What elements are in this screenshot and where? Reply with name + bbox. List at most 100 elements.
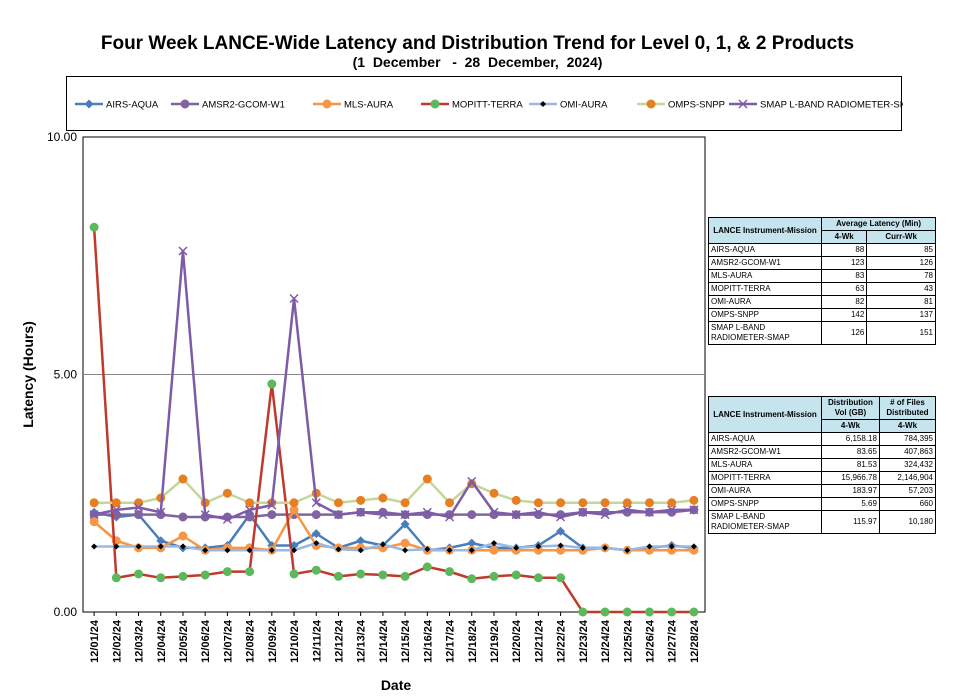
latency-cell-wk4: 142 bbox=[820, 308, 868, 322]
data-point-mopitt-terra bbox=[245, 567, 255, 577]
data-point-amsr2-gcom-w1 bbox=[178, 512, 188, 522]
latency-row: OMI-AURA 82 81 bbox=[708, 295, 936, 309]
legend-swatch-marker bbox=[540, 101, 546, 107]
latency-cell-name: MLS-AURA bbox=[708, 269, 822, 283]
data-point-airs-aqua bbox=[356, 536, 366, 546]
latency-table-body: AIRS-AQUA 88 85 AMSR2-GCOM-W1 123 126 MLS-AURA… bbox=[708, 243, 936, 345]
y-tick-label: 10.00 bbox=[47, 130, 77, 144]
data-point-airs-aqua bbox=[467, 538, 477, 548]
distribution-row: OMI-AURA 183.97 57,203 bbox=[708, 484, 937, 498]
series-omi-aura bbox=[91, 540, 697, 554]
legend-swatch-marker bbox=[84, 99, 94, 109]
x-tick-label: 12/19/24 bbox=[489, 619, 501, 663]
latency-row: MOPITT-TERRA 63 43 bbox=[708, 282, 936, 296]
legend-item-airs-aqua: AIRS-AQUA bbox=[75, 99, 159, 111]
y-axis-label: Latency (Hours) bbox=[20, 321, 36, 428]
data-point-omi-aura bbox=[335, 546, 342, 553]
x-tick-label: 12/17/24 bbox=[445, 619, 457, 663]
data-point-mopitt-terra bbox=[400, 571, 410, 581]
data-point-omi-aura bbox=[624, 547, 631, 554]
latency-sub-curr: Curr-Wk bbox=[866, 230, 936, 244]
legend-label: MOPITT-TERRA bbox=[452, 100, 523, 111]
legend-label: SMAP L-BAND RADIOMETER-SMAP bbox=[760, 100, 903, 111]
data-point-amsr2-gcom-w1 bbox=[245, 512, 255, 522]
latency-sub-4wk: 4-Wk bbox=[820, 230, 868, 244]
latency-cell-name: AMSR2-GCOM-W1 bbox=[708, 256, 822, 270]
latency-cell-name: SMAP L-BAND RADIOMETER-SMAP bbox=[708, 321, 822, 345]
data-point-amsr2-gcom-w1 bbox=[311, 510, 321, 520]
latency-cell-name: AIRS-AQUA bbox=[708, 243, 822, 257]
data-point-smap-l-band-radiometer-smap bbox=[178, 246, 188, 256]
distribution-cell-vol: 5.69 bbox=[821, 497, 880, 511]
data-point-omi-aura bbox=[690, 543, 697, 550]
dist-sub-files: 4-Wk bbox=[878, 419, 937, 433]
latency-cell-name: OMPS-SNPP bbox=[708, 308, 822, 322]
data-point-mopitt-terra bbox=[267, 379, 277, 389]
x-tick-label: 12/10/24 bbox=[289, 619, 301, 663]
distribution-cell-files: 57,203 bbox=[878, 484, 937, 498]
legend-item-omi-aura: OMI-AURA bbox=[529, 100, 608, 111]
data-point-omi-aura bbox=[468, 547, 475, 554]
distribution-cell-vol: 81.53 bbox=[821, 458, 880, 472]
distribution-cell-files: 407,863 bbox=[878, 445, 937, 459]
x-tick-label: 12/22/24 bbox=[556, 619, 568, 663]
latency-cell-curr: 151 bbox=[866, 321, 936, 345]
distribution-row: AMSR2-GCOM-W1 83.65 407,863 bbox=[708, 445, 937, 459]
data-point-smap-l-band-radiometer-smap bbox=[378, 510, 388, 520]
data-point-smap-l-band-radiometer-smap bbox=[156, 507, 166, 517]
latency-cell-curr: 85 bbox=[866, 243, 936, 257]
data-point-omps-snpp bbox=[489, 488, 499, 498]
series-line-smap-l-band-radiometer-smap bbox=[93, 249, 694, 521]
distribution-row: SMAP L-BAND RADIOMETER-SMAP 115.97 10,180 bbox=[708, 510, 937, 534]
x-tick-label: 12/02/24 bbox=[111, 619, 123, 663]
data-point-omps-snpp bbox=[445, 498, 455, 508]
data-point-airs-aqua bbox=[311, 529, 321, 539]
data-point-mopitt-terra bbox=[422, 562, 432, 572]
x-tick-label: 12/15/24 bbox=[400, 619, 412, 663]
legend-swatch-marker bbox=[322, 99, 332, 109]
data-point-omps-snpp bbox=[644, 498, 654, 508]
distribution-cell-name: OMPS-SNPP bbox=[708, 497, 822, 511]
data-point-smap-l-band-radiometer-smap bbox=[511, 510, 521, 520]
legend-item-omps-snpp: OMPS-SNPP bbox=[637, 99, 725, 111]
legend-item-smap-l-band-radiometer-smap: SMAP L-BAND RADIOMETER-SMAP bbox=[729, 99, 903, 111]
data-point-omi-aura bbox=[602, 544, 609, 551]
data-point-mopitt-terra bbox=[333, 571, 343, 581]
data-point-smap-l-band-radiometer-smap bbox=[467, 476, 477, 486]
latency-cell-curr: 78 bbox=[866, 269, 936, 283]
data-point-omi-aura bbox=[357, 547, 364, 554]
data-point-omps-snpp bbox=[333, 498, 343, 508]
chart-title: Four Week LANCE-Wide Latency and Distrib… bbox=[100, 33, 855, 54]
data-point-mopitt-terra bbox=[178, 571, 188, 581]
distribution-cell-name: MOPITT-TERRA bbox=[708, 471, 822, 485]
data-point-mopitt-terra bbox=[289, 569, 299, 579]
data-point-omps-snpp bbox=[178, 474, 188, 484]
x-tick-label: 12/26/24 bbox=[644, 619, 656, 663]
data-point-omi-aura bbox=[668, 543, 675, 550]
series-mopitt-terra bbox=[89, 222, 699, 617]
data-point-omps-snpp bbox=[378, 493, 388, 503]
legend-label: MLS-AURA bbox=[344, 100, 394, 111]
data-point-omps-snpp bbox=[578, 498, 588, 508]
data-point-omps-snpp bbox=[556, 498, 566, 508]
data-point-omi-aura bbox=[646, 543, 653, 550]
data-point-mopitt-terra bbox=[89, 222, 99, 232]
data-point-smap-l-band-radiometer-smap bbox=[445, 512, 455, 522]
data-point-smap-l-band-radiometer-smap bbox=[222, 514, 232, 524]
latency-cell-curr: 126 bbox=[866, 256, 936, 270]
series-line-omps-snpp bbox=[94, 477, 695, 504]
data-point-omi-aura bbox=[91, 543, 98, 550]
data-point-smap-l-band-radiometer-smap bbox=[578, 507, 588, 517]
data-point-omps-snpp bbox=[511, 495, 521, 505]
data-point-smap-l-band-radiometer-smap bbox=[489, 507, 499, 517]
data-point-omps-snpp bbox=[89, 498, 99, 508]
x-tick-label: 12/27/24 bbox=[667, 619, 679, 663]
legend-swatch-marker bbox=[180, 99, 190, 109]
dist-header-vol: Distribution Vol (GB) bbox=[821, 396, 880, 420]
series-smap-l-band-radiometer-smap bbox=[89, 246, 699, 524]
data-point-omps-snpp bbox=[289, 498, 299, 508]
data-point-omps-snpp bbox=[600, 498, 610, 508]
dist-sub-vol: 4-Wk bbox=[821, 419, 880, 433]
legend-swatch-marker bbox=[738, 99, 748, 109]
data-point-smap-l-band-radiometer-smap bbox=[333, 510, 343, 520]
